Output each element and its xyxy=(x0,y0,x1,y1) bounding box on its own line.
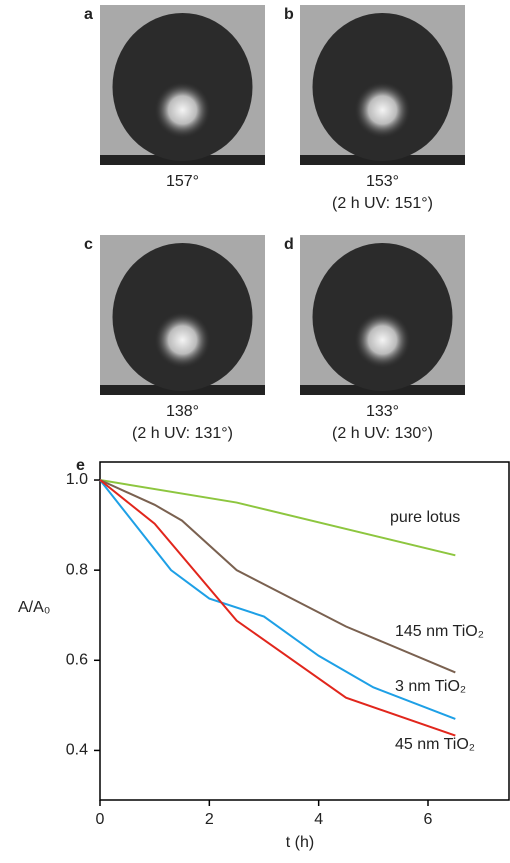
x-tick-label: 0 xyxy=(96,811,105,828)
data-line xyxy=(99,479,456,557)
panel-label: b xyxy=(284,6,294,23)
panel-label: d xyxy=(284,236,294,253)
photo-caption: 157° xyxy=(166,173,199,190)
line-label: pure lotus xyxy=(390,509,460,526)
data-line xyxy=(99,479,456,674)
panel-label: e xyxy=(76,457,85,474)
droplet-highlight xyxy=(154,82,211,138)
photo-caption: 138° xyxy=(166,403,199,420)
line-label: 45 nm TiO₂ xyxy=(395,736,475,753)
droplet-highlight xyxy=(154,312,211,368)
plot-frame xyxy=(99,461,510,801)
photo-caption: 133° xyxy=(366,403,399,420)
y-axis-label: A/A₀ xyxy=(18,599,50,616)
photo-caption: (2 h UV: 151°) xyxy=(332,195,433,212)
data-line xyxy=(99,479,456,720)
x-axis-label: t (h) xyxy=(286,834,314,851)
droplet-highlight xyxy=(354,312,411,368)
y-tick-label: 1.0 xyxy=(66,471,88,488)
y-tick-label: 0.8 xyxy=(66,561,88,578)
data-line xyxy=(99,479,456,737)
panel-label: a xyxy=(84,6,93,23)
photo-caption: (2 h UV: 130°) xyxy=(332,425,433,442)
x-tick-label: 6 xyxy=(424,811,433,828)
droplet-highlight xyxy=(354,82,411,138)
y-tick-label: 0.4 xyxy=(66,742,88,759)
line-label: 3 nm TiO₂ xyxy=(395,678,466,695)
panel-label: c xyxy=(84,236,93,253)
photo-caption: 153° xyxy=(366,173,399,190)
y-tick-label: 0.6 xyxy=(66,652,88,669)
photo-caption: (2 h UV: 131°) xyxy=(132,425,233,442)
line-label: 145 nm TiO₂ xyxy=(395,623,484,640)
x-tick-label: 4 xyxy=(314,811,323,828)
x-tick-label: 2 xyxy=(205,811,214,828)
